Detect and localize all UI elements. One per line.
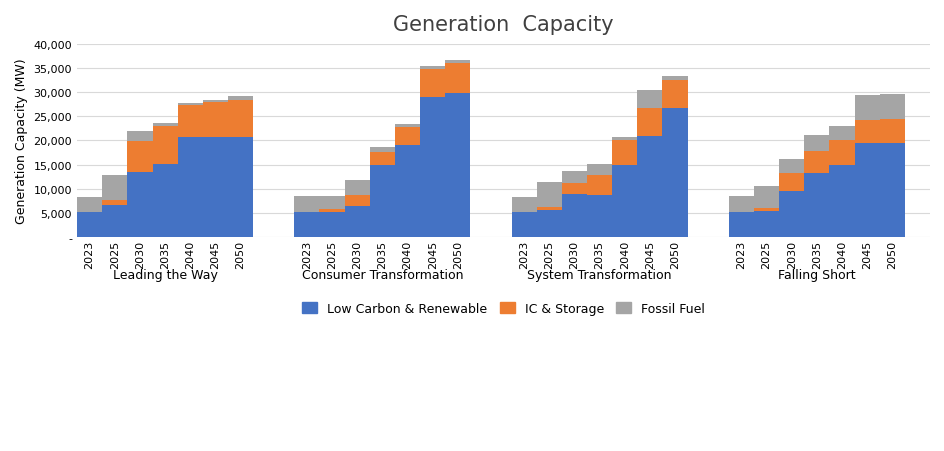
Bar: [636, 136, 662, 237]
Bar: [879, 95, 904, 120]
Bar: [778, 159, 803, 173]
Bar: [853, 96, 879, 120]
Bar: [127, 173, 152, 237]
Bar: [853, 120, 879, 143]
Bar: [77, 212, 102, 237]
Bar: [102, 205, 127, 237]
Bar: [778, 191, 803, 237]
Bar: [127, 142, 152, 173]
Text: Leading the Way: Leading the Way: [112, 269, 217, 282]
Bar: [879, 144, 904, 237]
Bar: [102, 201, 127, 205]
Bar: [294, 212, 319, 237]
Bar: [636, 91, 662, 109]
Bar: [319, 212, 345, 237]
Bar: [228, 101, 253, 138]
Bar: [177, 138, 203, 237]
Bar: [152, 127, 177, 164]
Bar: [420, 70, 445, 98]
Bar: [879, 120, 904, 144]
Bar: [395, 124, 420, 128]
Bar: [294, 197, 319, 212]
Bar: [369, 152, 395, 166]
Bar: [662, 80, 687, 109]
Bar: [536, 207, 562, 211]
Bar: [395, 128, 420, 145]
Bar: [345, 180, 369, 196]
Bar: [662, 109, 687, 237]
Legend: Low Carbon & Renewable, IC & Storage, Fossil Fuel: Low Carbon & Renewable, IC & Storage, Fo…: [296, 297, 709, 320]
Bar: [662, 77, 687, 80]
Bar: [803, 151, 829, 173]
Bar: [445, 93, 470, 237]
Bar: [102, 176, 127, 201]
Bar: [319, 197, 345, 210]
Bar: [612, 165, 636, 237]
Title: Generation  Capacity: Generation Capacity: [393, 15, 614, 35]
Bar: [728, 212, 753, 237]
Bar: [562, 195, 586, 237]
Bar: [562, 172, 586, 184]
Bar: [586, 196, 612, 237]
Bar: [853, 143, 879, 237]
Bar: [536, 183, 562, 207]
Bar: [152, 164, 177, 237]
Bar: [445, 61, 470, 64]
Bar: [511, 213, 536, 237]
Bar: [203, 138, 228, 237]
Bar: [562, 184, 586, 195]
Bar: [177, 106, 203, 138]
Text: Consumer Transformation: Consumer Transformation: [301, 269, 463, 282]
Bar: [728, 197, 753, 212]
Bar: [203, 103, 228, 138]
Bar: [420, 98, 445, 237]
Bar: [369, 148, 395, 152]
Bar: [127, 132, 152, 142]
Bar: [228, 138, 253, 237]
Text: System Transformation: System Transformation: [527, 269, 671, 282]
Bar: [753, 212, 778, 237]
Bar: [77, 198, 102, 212]
Bar: [445, 64, 470, 93]
Bar: [345, 206, 369, 237]
Y-axis label: Generation Capacity (MW): Generation Capacity (MW): [15, 59, 28, 224]
Bar: [152, 124, 177, 127]
Bar: [420, 66, 445, 70]
Bar: [753, 187, 778, 208]
Bar: [319, 210, 345, 212]
Bar: [228, 97, 253, 101]
Bar: [803, 136, 829, 151]
Bar: [636, 109, 662, 136]
Bar: [829, 127, 853, 141]
Bar: [395, 145, 420, 237]
Text: Falling Short: Falling Short: [777, 269, 854, 282]
Bar: [778, 173, 803, 191]
Bar: [586, 176, 612, 196]
Bar: [511, 198, 536, 213]
Bar: [829, 141, 853, 165]
Bar: [753, 208, 778, 212]
Bar: [177, 104, 203, 106]
Bar: [829, 165, 853, 237]
Bar: [803, 173, 829, 237]
Bar: [369, 166, 395, 237]
Bar: [536, 211, 562, 237]
Bar: [586, 164, 612, 176]
Bar: [612, 141, 636, 165]
Bar: [203, 101, 228, 103]
Bar: [345, 196, 369, 206]
Bar: [612, 138, 636, 141]
